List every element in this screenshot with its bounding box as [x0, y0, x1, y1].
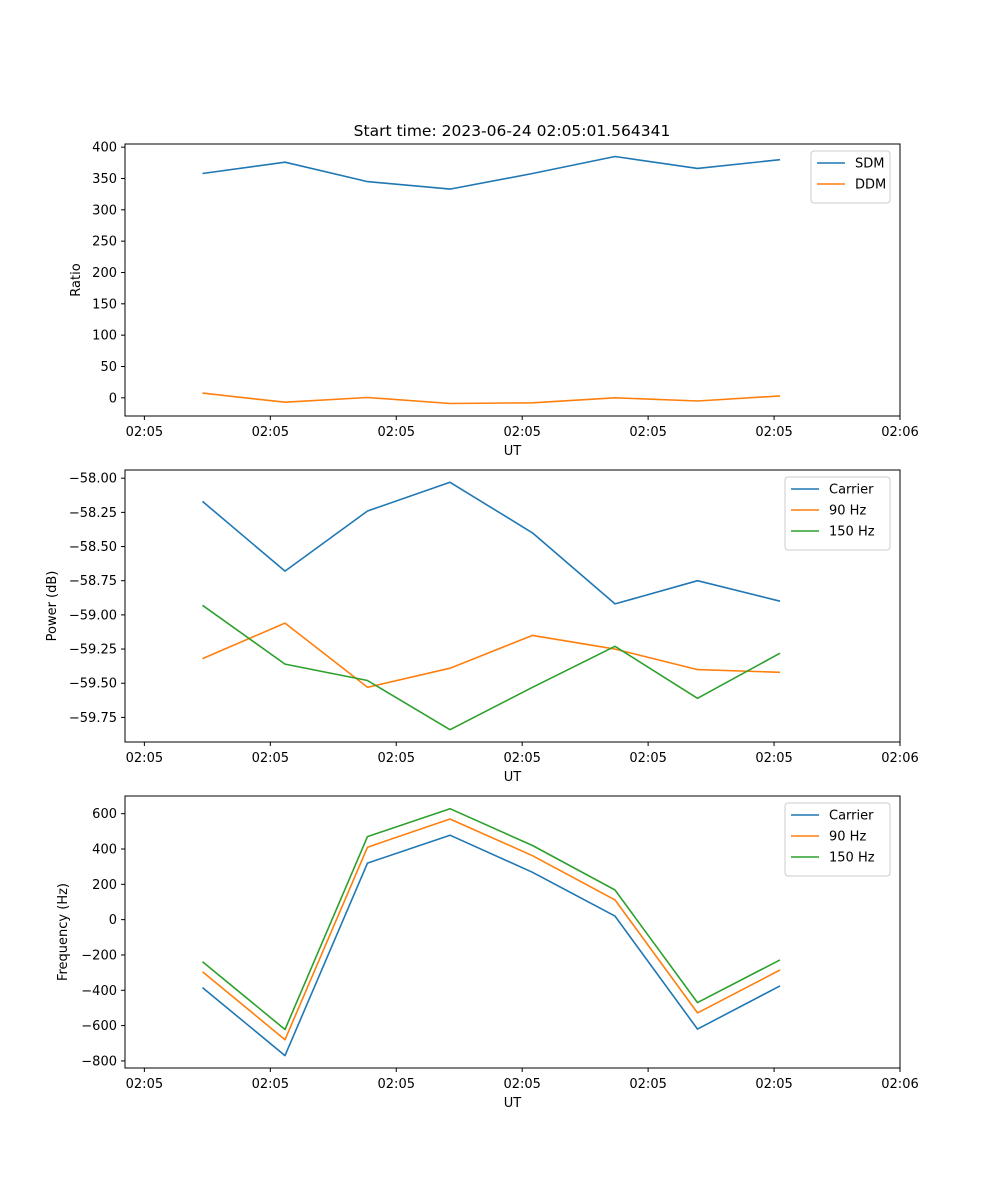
ratio-x-axis-label: UT — [504, 444, 522, 459]
ratio-y-tick-label: 300 — [92, 203, 117, 218]
ratio-legend-entry: DDM — [855, 178, 886, 193]
power-series-line-150-hz — [202, 604, 781, 731]
power-x-tick-label: 02:05 — [378, 751, 415, 766]
ratio-axes-frame — [124, 143, 901, 417]
ratio-y-axis-label: Ratio — [69, 263, 84, 296]
frequency-axes-frame — [124, 795, 901, 1069]
frequency-y-tick-label: −600 — [81, 1019, 117, 1034]
power-x-tick-label: 02:05 — [252, 751, 289, 766]
power-axes-frame — [124, 469, 901, 743]
frequency-y-tick-label: 600 — [92, 807, 117, 822]
frequency-y-tick-label: 0 — [109, 913, 117, 928]
frequency-legend-entry: 150 Hz — [829, 851, 875, 866]
ratio-y-tick-label: 200 — [92, 266, 117, 281]
ratio-y-tick-label: 350 — [92, 172, 117, 187]
ratio-x-tick-label: 02:05 — [503, 425, 540, 440]
frequency-y-tick-label: −200 — [81, 948, 117, 963]
ratio-x-tick-label: 02:05 — [126, 425, 163, 440]
power-x-tick-label: 02:05 — [126, 751, 163, 766]
frequency-series-line-carrier — [201, 834, 781, 1057]
frequency-y-tick-label: 200 — [92, 878, 117, 893]
power-y-axis-label: Power (dB) — [45, 571, 60, 642]
power-y-tick-label: −59.00 — [69, 608, 117, 623]
ratio-x-tick-label: 02:05 — [755, 425, 792, 440]
frequency-x-tick-label: 02:05 — [503, 1077, 540, 1092]
power-panel: 02:05 02:05 02:05 02:05 02:05 02:05 02:06 −59.7… — [45, 469, 919, 785]
power-y-tick-label: −58.50 — [69, 540, 117, 555]
power-y-tick-label: −58.75 — [69, 574, 117, 589]
power-x-tick-label: 02:05 — [755, 751, 792, 766]
ratio-series-line-ddm — [202, 392, 781, 405]
power-x-tick-label: 02:05 — [629, 751, 666, 766]
ratio-x-tick-label: 02:05 — [252, 425, 289, 440]
frequency-x-tick-label: 02:05 — [629, 1077, 666, 1092]
frequency-legend-entry: Carrier — [829, 809, 874, 824]
power-legend-entry: 150 Hz — [829, 525, 875, 540]
ratio-series-line-sdm — [202, 155, 781, 190]
frequency-legend-entry: 90 Hz — [829, 830, 866, 845]
frequency-y-tick-label: 400 — [92, 842, 117, 857]
frequency-x-axis-label: UT — [504, 1096, 522, 1111]
power-legend-entry: Carrier — [829, 483, 874, 498]
power-x-tick-label: 02:05 — [503, 751, 540, 766]
frequency-y-tick-label: −400 — [81, 984, 117, 999]
power-legend-entry: 90 Hz — [829, 504, 866, 519]
ratio-x-tick-label: 02:05 — [629, 425, 666, 440]
power-y-tick-label: −58.25 — [69, 506, 117, 521]
ratio-y-tick-label: 0 — [109, 391, 117, 406]
frequency-x-tick-label: 02:06 — [881, 1077, 918, 1092]
frequency-y-tick-label: −800 — [81, 1054, 117, 1069]
frequency-series-line-90-hz — [201, 818, 781, 1041]
frequency-x-tick-label: 02:05 — [126, 1077, 163, 1092]
power-x-tick-label: 02:06 — [881, 751, 918, 766]
ratio-x-tick-label: 02:06 — [881, 425, 918, 440]
ratio-x-tick-label: 02:05 — [378, 425, 415, 440]
power-series-line-carrier — [201, 481, 781, 605]
ratio-y-tick-label: 50 — [100, 360, 117, 375]
power-y-tick-label: −59.25 — [69, 643, 117, 658]
ratio-y-tick-label: 400 — [92, 141, 117, 156]
ratio-panel: 02:05 02:05 02:05 02:05 02:05 02:05 02:06 0 50 10… — [69, 141, 919, 459]
ratio-legend — [810, 150, 891, 204]
power-x-axis-label: UT — [504, 770, 522, 785]
ratio-y-tick-label: 100 — [92, 329, 117, 344]
frequency-series-line-150-hz — [201, 807, 781, 1031]
power-series-line-90-hz — [202, 622, 781, 689]
frequency-x-tick-label: 02:05 — [378, 1077, 415, 1092]
frequency-x-tick-label: 02:05 — [755, 1077, 792, 1092]
frequency-panel: 02:05 02:05 02:05 02:05 02:05 02:05 02:06 −800 −… — [56, 795, 919, 1111]
figure-title: Start time: 2023-06-24 02:05:01.564341 — [354, 122, 671, 140]
frequency-x-tick-label: 02:05 — [252, 1077, 289, 1092]
ratio-legend-entry: SDM — [855, 157, 884, 172]
ratio-y-tick-label: 150 — [92, 297, 117, 312]
power-y-tick-label: −59.50 — [69, 677, 117, 692]
ratio-y-tick-label: 250 — [92, 235, 117, 250]
power-y-tick-label: −58.00 — [69, 472, 117, 487]
power-y-tick-label: −59.75 — [69, 711, 117, 726]
frequency-y-axis-label: Frequency (Hz) — [56, 883, 71, 981]
